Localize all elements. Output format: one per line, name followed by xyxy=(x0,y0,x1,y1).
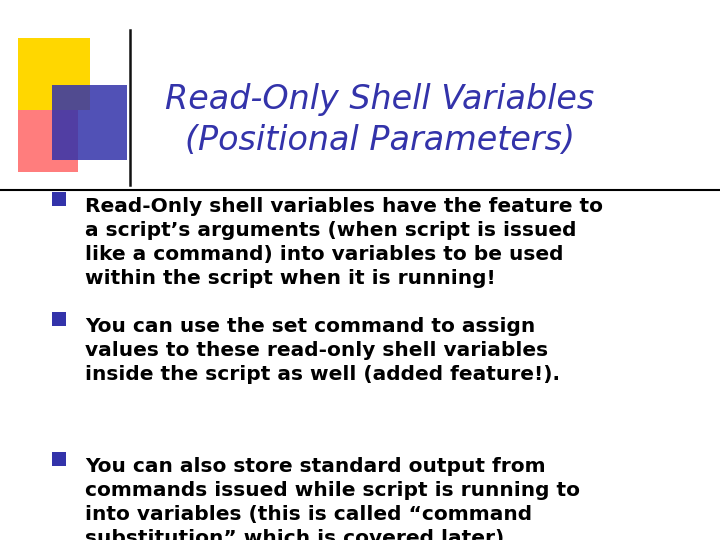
Text: You can also store standard output from
commands issued while script is running : You can also store standard output from … xyxy=(85,456,580,540)
Text: You can use the set command to assign
values to these read-only shell variables
: You can use the set command to assign va… xyxy=(85,316,560,384)
Bar xyxy=(52,312,66,326)
Bar xyxy=(18,38,90,110)
Text: Read-Only Shell Variables: Read-Only Shell Variables xyxy=(166,84,595,117)
Bar xyxy=(52,453,66,467)
Bar xyxy=(52,192,66,206)
Text: (Positional Parameters): (Positional Parameters) xyxy=(185,124,575,157)
Text: Read-Only shell variables have the feature to
a script’s arguments (when script : Read-Only shell variables have the featu… xyxy=(85,197,603,288)
Bar xyxy=(52,85,127,160)
FancyBboxPatch shape xyxy=(18,110,78,172)
